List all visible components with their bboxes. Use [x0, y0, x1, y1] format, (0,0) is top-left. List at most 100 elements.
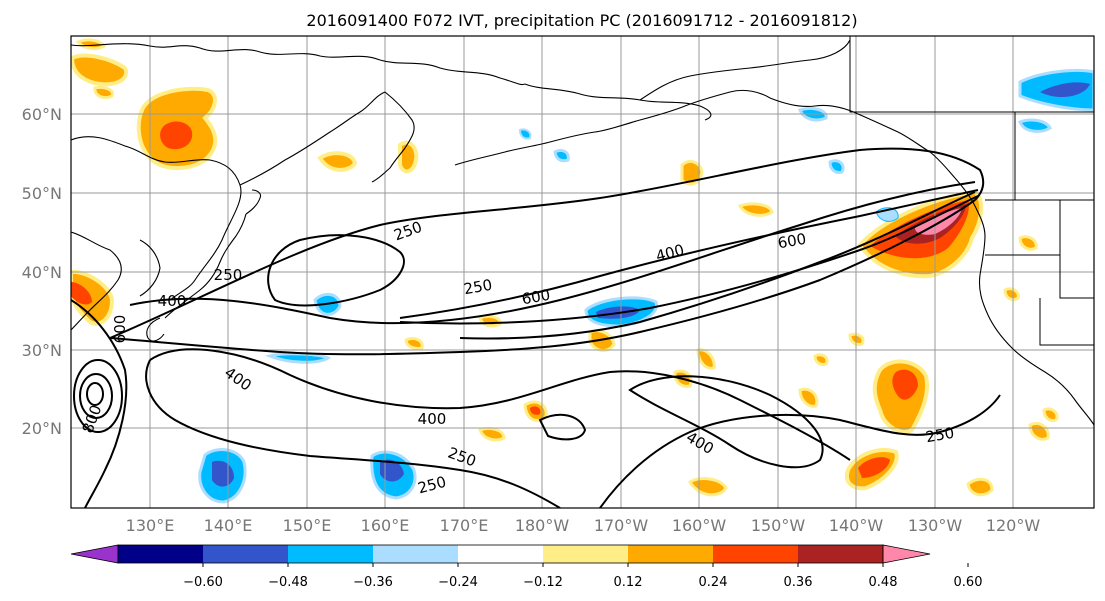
coast-korea: [139, 239, 161, 297]
precip-cell: [737, 202, 774, 217]
ivt-contours: [71, 147, 1001, 508]
ivt-contour-600: [399, 189, 979, 319]
colorbar-tick-label: −0.48: [268, 575, 308, 590]
lon-tick-label: 150°W: [751, 516, 806, 535]
coast-japan-honshu: [164, 213, 247, 319]
coast-okhotsk: [71, 136, 242, 301]
lon-tick-label: 150°E: [283, 516, 332, 535]
colorbar-tick-label: 0.60: [954, 575, 983, 590]
precip-cell: [798, 387, 819, 408]
colorbar-tick-label: −0.12: [523, 575, 563, 590]
colorbar-segment: [798, 545, 883, 563]
colorbar-over-arrow: [882, 544, 931, 564]
lat-tick-label: 50°N: [22, 184, 62, 203]
colorbar-under-arrow: [70, 544, 119, 564]
precip-cell: [265, 352, 332, 364]
coast-kamchatka-east: [371, 91, 415, 183]
ivt-contour-label: 600: [520, 286, 551, 309]
precip-negative-shading: [198, 68, 1094, 504]
colorbar-tick-label: 0.48: [869, 575, 898, 590]
coast-siberia-north: [71, 43, 526, 86]
ivt-contour-250: [599, 394, 1001, 508]
precip-cell: [813, 353, 829, 366]
colorbar-segment: [373, 545, 458, 563]
colorbar-tick-label: 0.36: [784, 575, 813, 590]
border-states: [1039, 298, 1094, 346]
colorbar-tick-label: −0.36: [353, 575, 393, 590]
map-frame: [70, 35, 1095, 509]
precip-cell: [1028, 422, 1050, 441]
ivt-contour-label: 600: [776, 230, 807, 253]
precip-cell: [71, 269, 115, 326]
ivt-contour-800: [86, 382, 104, 406]
precip-cell: [1042, 407, 1059, 422]
precip-cell: [478, 426, 506, 442]
lon-tick-label: 160°E: [361, 516, 410, 535]
lon-tick-label: 120°W: [986, 516, 1041, 535]
precip-cell: [848, 332, 865, 346]
ivt-contour-label: 400: [418, 410, 447, 428]
precip-cell: [160, 121, 193, 150]
ivt-contour-400: [459, 191, 976, 340]
precip-cell: [380, 459, 404, 482]
lon-tick-label: 140°E: [204, 516, 253, 535]
coast-north-america: [954, 177, 1094, 426]
lon-tick-label: 160°W: [672, 516, 727, 535]
colorbar-segment: [288, 545, 373, 563]
precip-cell: [478, 314, 502, 328]
coastlines: [71, 39, 1094, 426]
ivt-contour-400: [129, 181, 976, 325]
precip-cell: [398, 140, 419, 174]
ivt-contour-250: [538, 413, 587, 441]
lon-tick-label: 170°W: [594, 516, 649, 535]
precip-cell: [1040, 82, 1090, 98]
colorbar: −0.60 −0.48 −0.36 −0.24 −0.12 0.12 0.24 0.36 0.4…: [70, 544, 983, 590]
longitude-labels: 130°E 140°E 150°E 160°E 170°E 180°W 170°W 160°W…: [126, 516, 1041, 535]
colorbar-segment: [628, 545, 713, 563]
precip-cell: [93, 86, 114, 100]
precip-cell: [680, 160, 704, 186]
precip-cell: [858, 457, 890, 478]
colorbar-segment: [118, 545, 203, 563]
ivt-contour-250: [267, 234, 405, 307]
lon-tick-label: 180°W: [515, 516, 570, 535]
latitude-labels: 60°N 50°N 40°N 30°N 20°N: [22, 105, 62, 438]
coast-japan-kyushu: [146, 317, 165, 342]
ivt-contour-250: [145, 359, 561, 508]
ivt-contour-250: [71, 299, 128, 508]
ivt-contour-600: [399, 195, 979, 325]
colorbar-segment: [203, 545, 288, 563]
coast-kamchatka-west: [239, 91, 386, 186]
precip-cell: [1003, 287, 1020, 302]
precip-cell: [828, 159, 845, 174]
ivt-contour-400: [149, 348, 851, 461]
colorbar-tick-label: 0.24: [699, 575, 728, 590]
coast-alaska-north: [639, 39, 851, 101]
colorbar-tick-label: 0.12: [614, 575, 643, 590]
lon-tick-label: 140°W: [829, 516, 884, 535]
colorbar-frame: [117, 544, 884, 564]
lat-tick-label: 30°N: [22, 341, 62, 360]
lat-tick-label: 40°N: [22, 263, 62, 282]
precip-cell: [317, 151, 358, 172]
precip-cell: [75, 38, 107, 51]
ivt-contour-600: [79, 373, 113, 419]
lat-tick-label: 60°N: [22, 105, 62, 124]
precip-cell: [518, 128, 532, 140]
lon-tick-label: 170°E: [440, 516, 489, 535]
coast-china: [71, 231, 122, 331]
precip-cell: [588, 329, 616, 352]
ivt-contour-label: 250: [462, 276, 493, 299]
ivt-contour-label: 600: [111, 315, 129, 344]
ivt-contour-label: 250: [214, 266, 243, 284]
precip-cell: [1018, 118, 1052, 133]
precip-cell: [530, 406, 541, 415]
precip-cell: [404, 336, 424, 350]
precip-cell: [892, 369, 918, 400]
ivt-contour-label: 400: [158, 292, 187, 310]
coast-alaska-south: [769, 97, 956, 179]
lon-tick-label: 130°E: [126, 516, 175, 535]
colorbar-tick-label: −0.24: [438, 575, 478, 590]
lon-tick-label: 130°W: [908, 516, 963, 535]
